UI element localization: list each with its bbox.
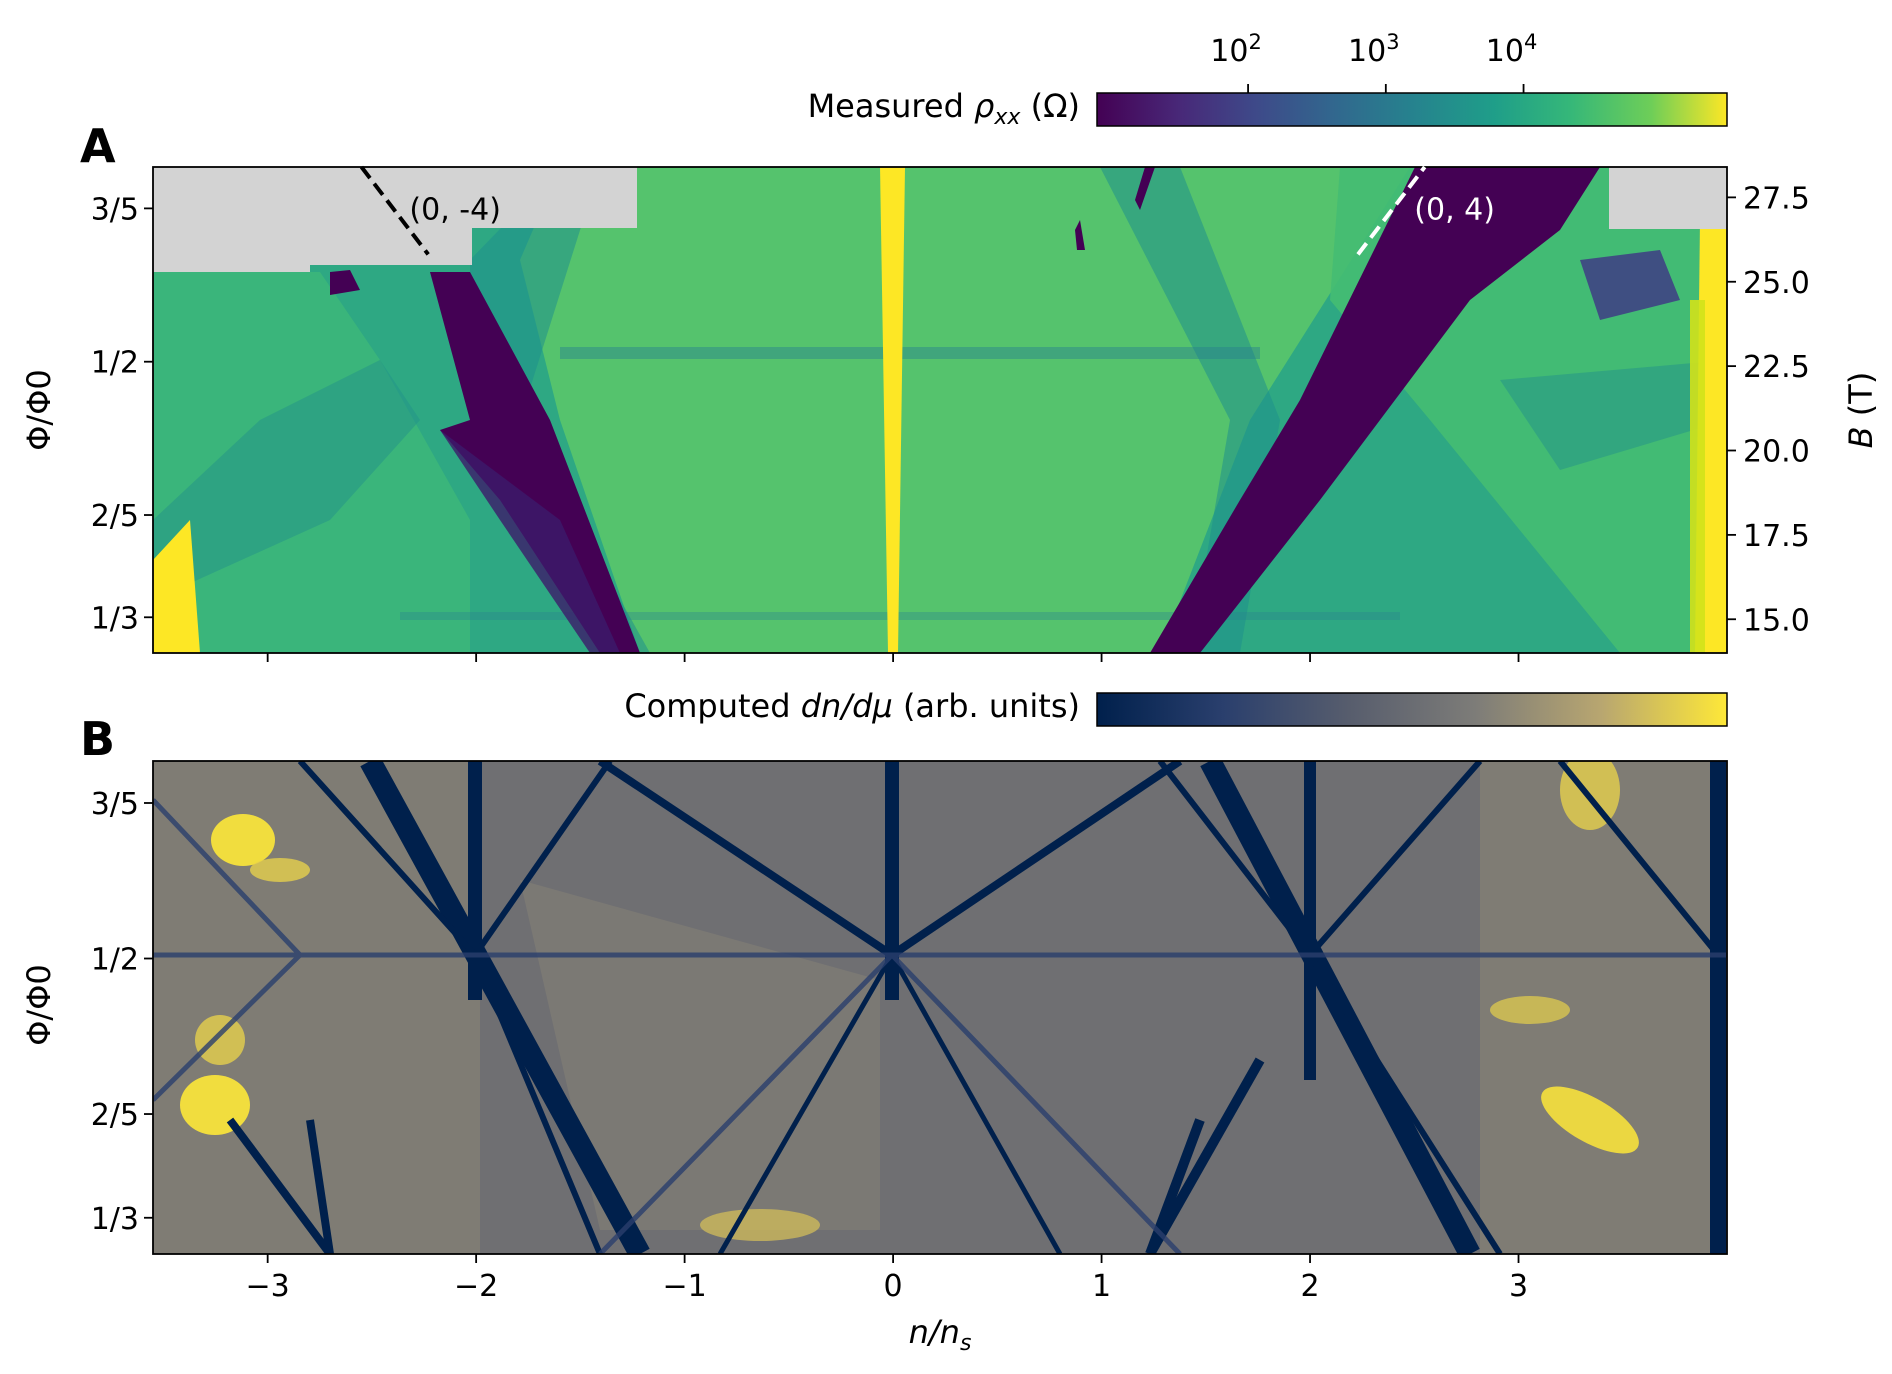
colorbar-a-bar [1096, 92, 1728, 127]
panel-a-heatmap [153, 167, 1727, 653]
panel-b-xtick-label: 1 [1092, 1269, 1111, 1304]
panel-a-ytick-label: 1/3 [91, 601, 139, 636]
annotation-line [1356, 165, 1427, 256]
colorbar-a-tick-label: 102 [1210, 30, 1262, 69]
panel-b-heatmap [153, 761, 1727, 1254]
panel-a-right-ytick-label: 15.0 [1743, 603, 1810, 638]
panel-b-xtick-label: 3 [1509, 1269, 1528, 1304]
panel-a-ytick-label: 2/5 [91, 499, 139, 534]
panel-a-right-ytick-label: 17.5 [1743, 519, 1810, 554]
panel-a-right-ylabel: B (T) [1842, 372, 1880, 449]
panel-a-right-ytick-label: 25.0 [1743, 266, 1810, 301]
panel-b-ytick-label: 3/5 [91, 787, 139, 822]
colorbar-a: Measured ρxx (Ω) 102 103 104 [808, 30, 1728, 130]
panel-a-ylabel: Φ/Φ0 [20, 369, 58, 451]
colorbar-a-label: Measured ρxx (Ω) [808, 87, 1080, 130]
panel-b-ytick-label: 1/2 [91, 943, 139, 978]
panel-letter-a: A [80, 119, 116, 173]
panel-a-left-ticks: 3/5 1/2 2/5 1/3 [91, 192, 153, 636]
panel-a-ytick-label: 1/2 [91, 346, 139, 381]
panel-b-xtick-label: −3 [246, 1269, 290, 1304]
colorbar-b-label: Computed dn/dμ (arb. units) [624, 687, 1080, 725]
panel-b-xtick-label: 2 [1300, 1269, 1319, 1304]
colorbar-a-tick-label: 103 [1348, 30, 1400, 69]
panel-b-xtick-label: 0 [884, 1269, 903, 1304]
panel-a-ytick-label: 3/5 [91, 192, 139, 227]
panel-b-x-ticks: −3 −2 −1 0 1 2 3 [246, 1254, 1528, 1304]
panel-a-right-ytick-label: 20.0 [1743, 435, 1810, 470]
panel-b-frame [152, 760, 1728, 1255]
panel-b-xlabel: n/ns [909, 1313, 972, 1356]
colorbar-a-ticks: 102 103 104 [1210, 30, 1537, 93]
panel-a-x-ticks [266, 653, 1520, 662]
panel-b-ytick-label: 1/3 [91, 1202, 139, 1237]
panel-b-ylabel: Φ/Φ0 [20, 964, 58, 1046]
panel-a-annotations: (0, -4) (0, 4) [359, 165, 1495, 256]
panel-b-xtick-label: −1 [662, 1269, 706, 1304]
colorbar-a-tick-label: 104 [1486, 30, 1538, 69]
panel-a-right-ticks: 27.5 25.0 22.5 20.0 17.5 15.0 [1727, 181, 1810, 638]
panel-a-right-ytick-label: 27.5 [1743, 181, 1810, 216]
annotation-label: (0, -4) [409, 192, 500, 227]
panel-a-right-ytick-label: 22.5 [1743, 350, 1810, 385]
colorbar-b-bar [1096, 692, 1728, 727]
panel-b-ytick-label: 2/5 [91, 1098, 139, 1133]
panel-letter-b: B [80, 712, 115, 766]
annotation-line [359, 165, 430, 256]
panel-b-left-ticks: 3/5 1/2 2/5 1/3 [91, 787, 153, 1237]
colorbar-b: Computed dn/dμ (arb. units) [624, 687, 1728, 727]
panel-b-xtick-label: −2 [454, 1269, 498, 1304]
annotation-label: (0, 4) [1414, 192, 1495, 227]
panel-a-frame [152, 166, 1728, 654]
